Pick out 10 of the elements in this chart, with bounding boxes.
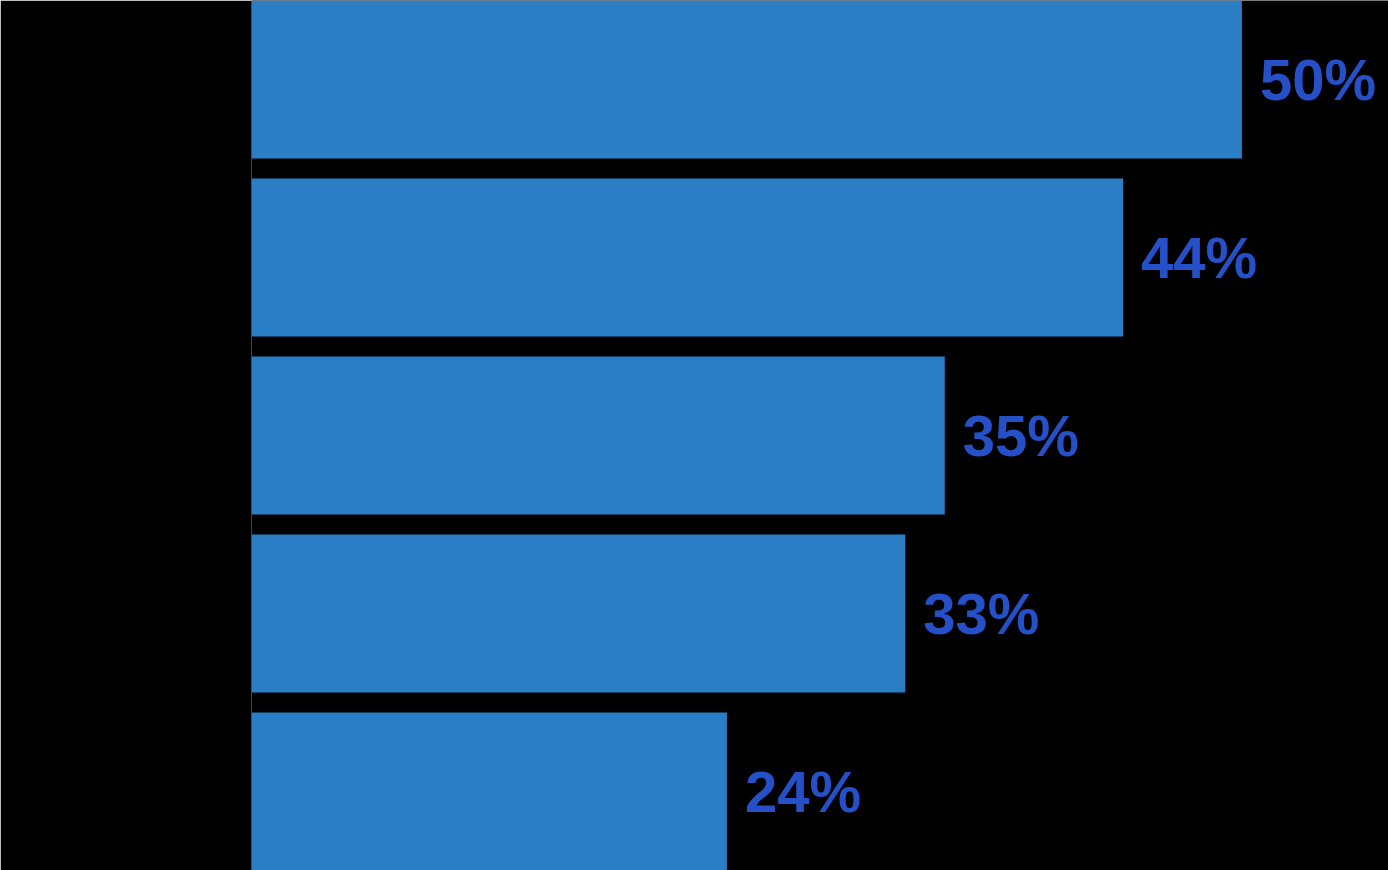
bar bbox=[251, 178, 1124, 337]
data-label: 33% bbox=[923, 580, 1040, 646]
data-label: 50% bbox=[1259, 47, 1377, 113]
bar bbox=[251, 534, 906, 693]
data-label: 24% bbox=[744, 758, 861, 824]
bar bbox=[251, 0, 1242, 159]
bar bbox=[251, 712, 727, 870]
data-label: 44% bbox=[1141, 225, 1258, 291]
data-label: 35% bbox=[962, 403, 1079, 468]
bar bbox=[251, 356, 945, 515]
